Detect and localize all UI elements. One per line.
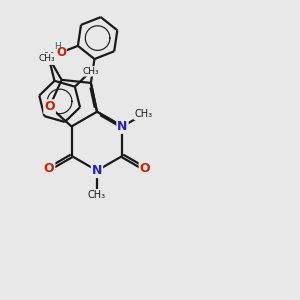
Text: CH₃: CH₃ xyxy=(88,190,106,200)
Text: H: H xyxy=(54,42,60,51)
Text: N: N xyxy=(117,120,128,133)
Text: CH₃: CH₃ xyxy=(82,67,99,76)
Text: O: O xyxy=(140,162,150,175)
Text: CH₃: CH₃ xyxy=(38,54,55,63)
Text: O: O xyxy=(44,162,54,175)
Text: CH₃: CH₃ xyxy=(134,110,152,119)
Text: O: O xyxy=(56,46,66,59)
Text: N: N xyxy=(92,164,102,177)
Text: N: N xyxy=(44,51,54,64)
Text: O: O xyxy=(44,100,55,113)
